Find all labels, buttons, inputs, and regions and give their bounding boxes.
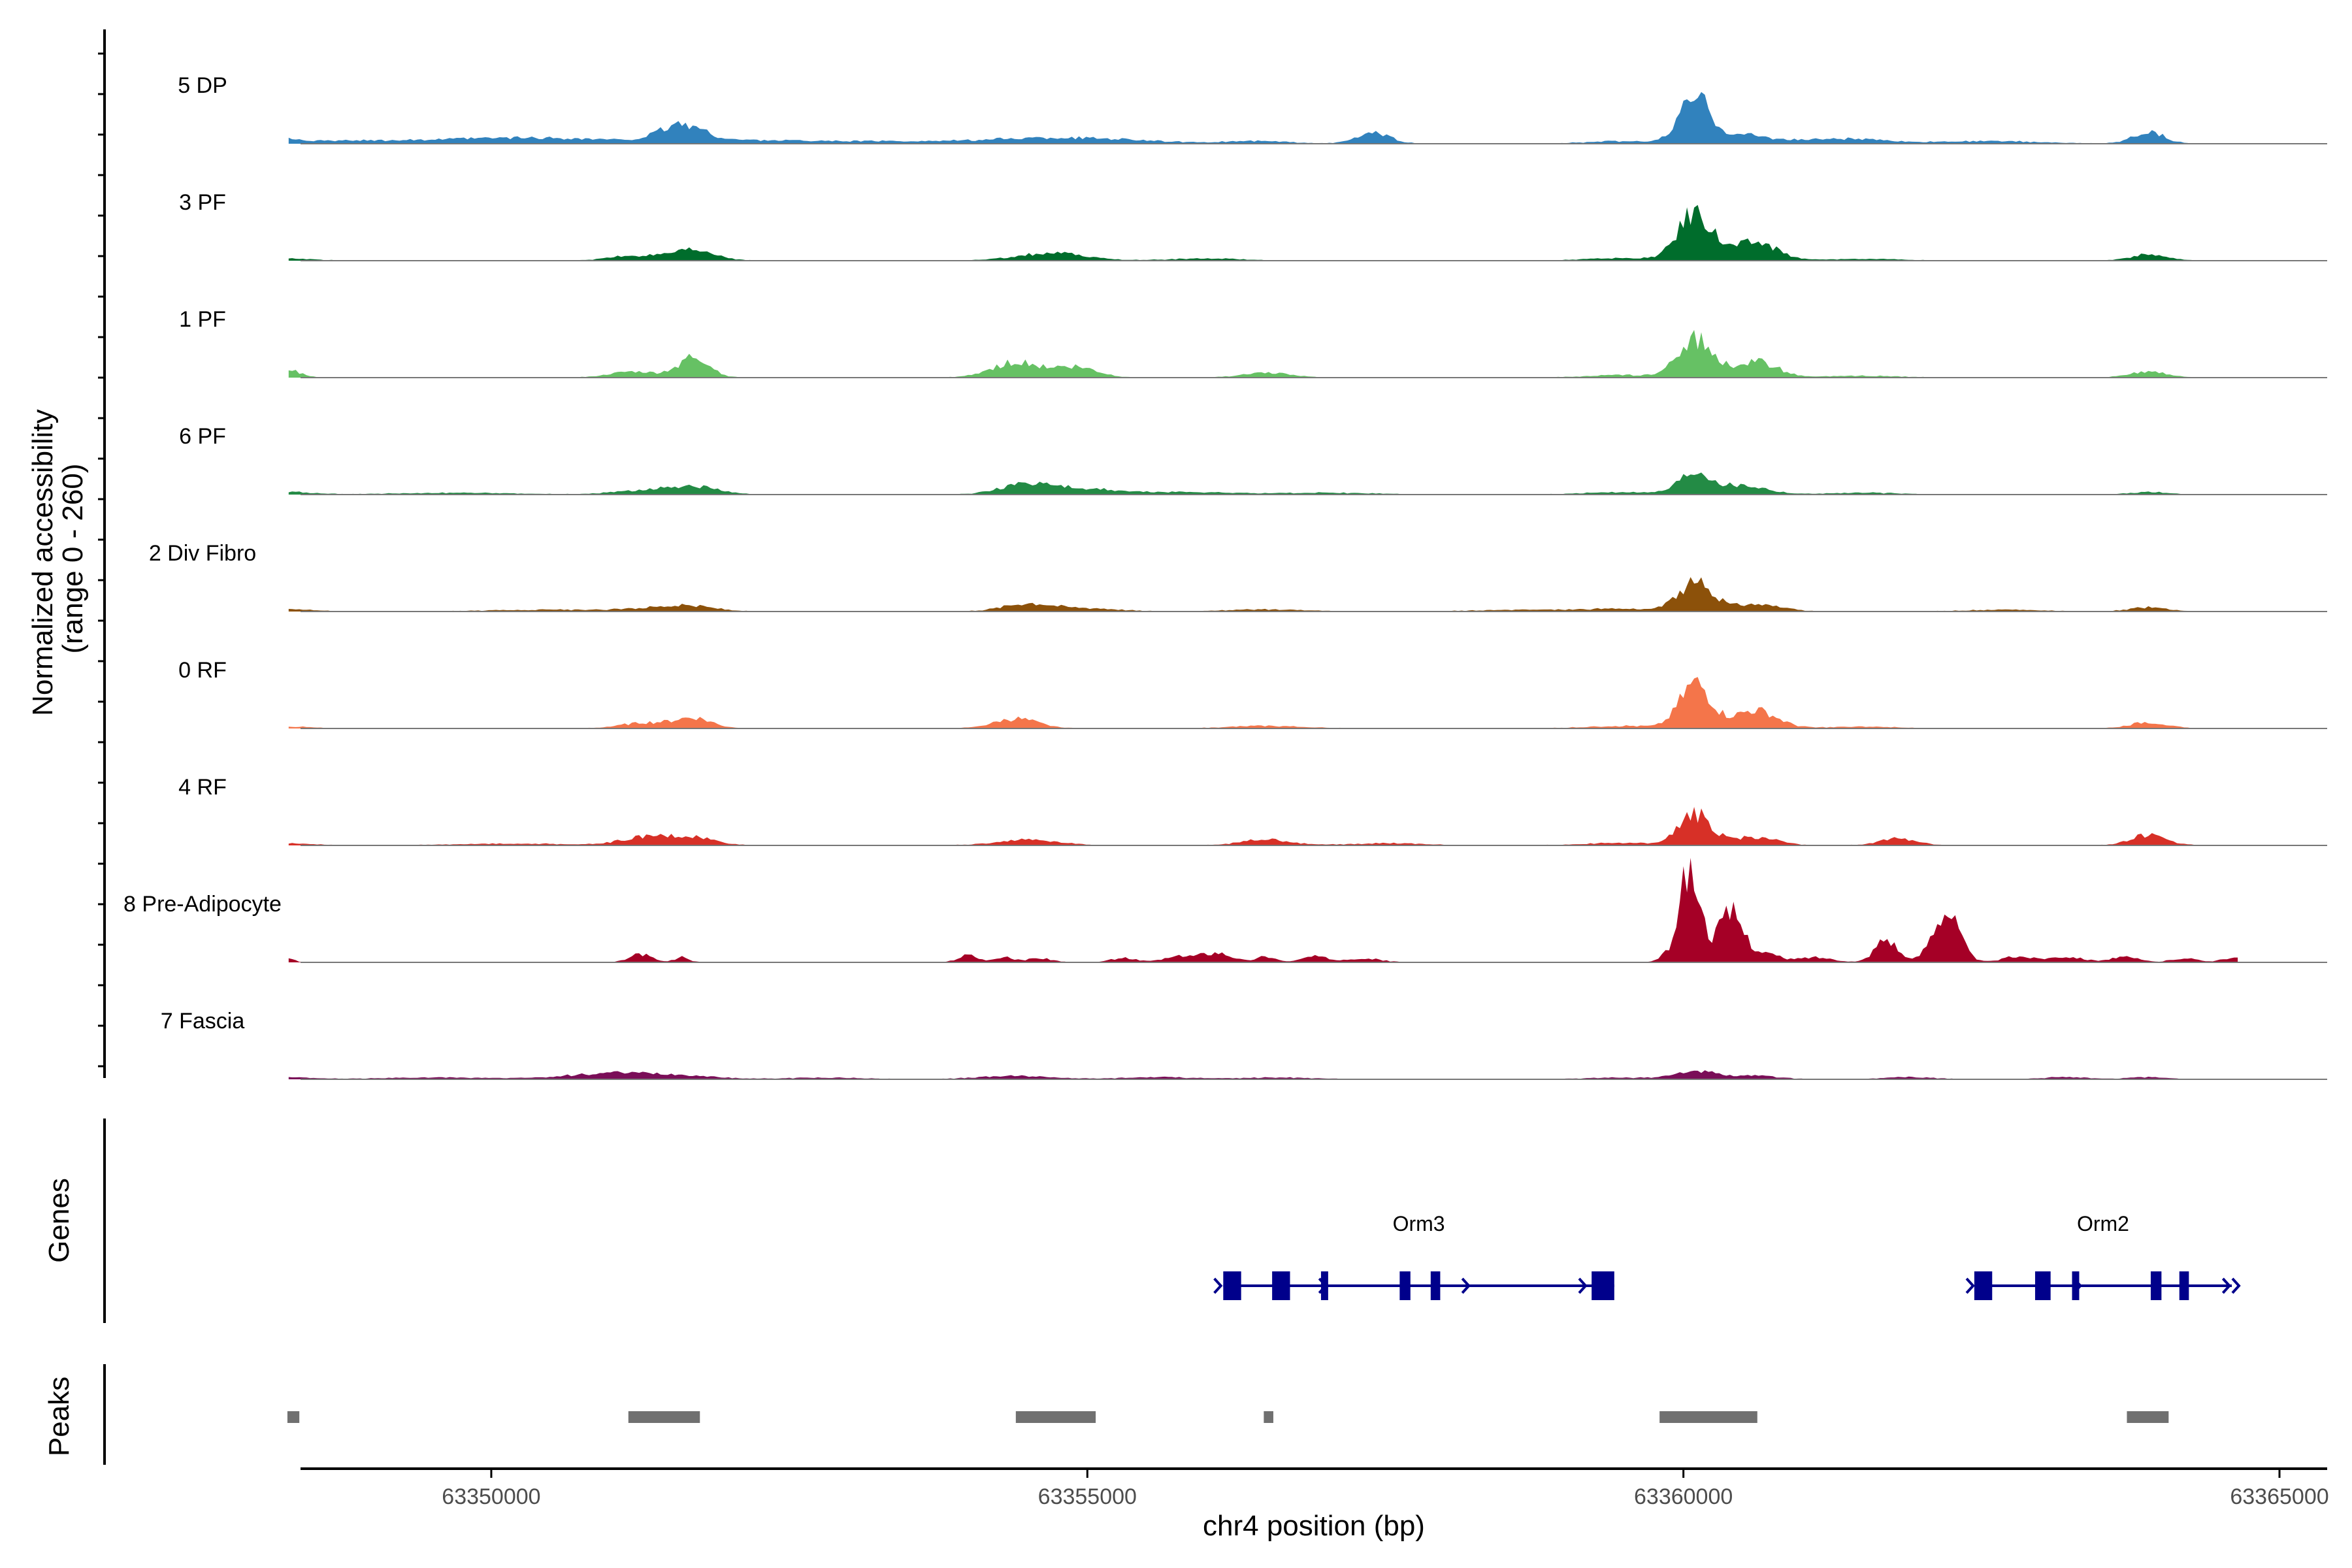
genes-track: Orm3 Orm2 bbox=[1213, 1212, 2241, 1300]
gene-strand-arrow bbox=[2231, 1277, 2241, 1294]
gene-strand-arrow bbox=[2072, 1277, 2082, 1294]
gene-orm2: Orm2 bbox=[1965, 1212, 2241, 1300]
gene-exon bbox=[1592, 1271, 1614, 1300]
gene-exon bbox=[1430, 1271, 1441, 1300]
gene-exon bbox=[2034, 1271, 2051, 1300]
x-axis-ticks: 63350000 63355000 63360000 63365000 bbox=[442, 1469, 2329, 1509]
peak-region bbox=[1015, 1411, 1096, 1423]
track-signal bbox=[288, 472, 2238, 495]
track-label: 8 Pre-Adipocyte bbox=[123, 892, 282, 917]
track-signal bbox=[288, 858, 2238, 962]
x-tick-label: 63365000 bbox=[2230, 1484, 2328, 1509]
track-signal bbox=[288, 204, 2238, 261]
gene-strand-arrow bbox=[1965, 1277, 1975, 1294]
gene-strand-arrow bbox=[1213, 1277, 1223, 1294]
track-signal bbox=[288, 577, 2238, 612]
track-signal bbox=[288, 91, 2238, 144]
track-3: 1 PF bbox=[179, 307, 2327, 378]
peak-region bbox=[287, 1411, 300, 1423]
track-label: 4 RF bbox=[178, 775, 227, 800]
peak-region bbox=[2127, 1411, 2169, 1423]
gene-strand-arrow bbox=[1461, 1277, 1471, 1294]
track-6: 0 RF bbox=[178, 658, 2327, 729]
x-tick-label: 63350000 bbox=[442, 1484, 540, 1509]
track-7: 4 RF bbox=[178, 775, 2327, 846]
gene-label: Orm3 bbox=[1393, 1212, 1445, 1235]
gene-exon bbox=[2179, 1271, 2189, 1300]
gene-exon bbox=[1223, 1271, 1241, 1300]
gene-exon bbox=[2150, 1271, 2162, 1300]
track-signal bbox=[288, 677, 2238, 728]
gene-exon bbox=[2072, 1271, 2080, 1300]
gene-orm3: Orm3 bbox=[1213, 1212, 1614, 1300]
track-8: 8 Pre-Adipocyte bbox=[123, 858, 2327, 963]
track-label: 0 RF bbox=[178, 658, 227, 683]
y-axis-title: Normalized accessibility (range 0 - 260) bbox=[27, 401, 89, 716]
track-signal bbox=[288, 807, 2238, 845]
y-axis-title-line2: (range 0 - 260) bbox=[57, 463, 89, 653]
peak-region bbox=[628, 1411, 700, 1423]
track-label: 7 Fascia bbox=[161, 1009, 245, 1034]
track-9: 7 Fascia bbox=[161, 1009, 2327, 1080]
track-1: 5 DP bbox=[178, 73, 2327, 144]
gene-exon bbox=[1272, 1271, 1290, 1300]
gene-strand-arrow bbox=[1318, 1277, 1328, 1294]
track-2: 3 PF bbox=[179, 190, 2327, 261]
y-axis-title-line1: Normalized accessibility bbox=[27, 409, 59, 715]
gene-exon bbox=[1399, 1271, 1411, 1300]
track-signal bbox=[288, 1070, 2238, 1079]
x-tick-label: 63355000 bbox=[1038, 1484, 1137, 1509]
track-5: 2 Div Fibro bbox=[149, 541, 2327, 612]
track-label: 3 PF bbox=[179, 190, 226, 215]
track-label: 5 DP bbox=[178, 73, 227, 98]
peak-region bbox=[1659, 1411, 1757, 1423]
gene-label: Orm2 bbox=[2077, 1212, 2129, 1235]
genes-side-label: Genes bbox=[43, 1178, 75, 1263]
x-axis-title: chr4 position (bp) bbox=[1203, 1510, 1425, 1542]
peaks-side-label: Peaks bbox=[43, 1377, 75, 1456]
peaks-track bbox=[287, 1411, 2169, 1423]
gene-strand-arrow bbox=[1578, 1277, 1588, 1294]
coverage-tracks: 5 DP 3 PF 1 PF 6 PF 2 Div Fibro 0 RF 4 RF 8 Pre… bbox=[123, 73, 2327, 1080]
track-label: 6 PF bbox=[179, 424, 226, 449]
gene-strand-arrow bbox=[2221, 1277, 2232, 1294]
track-signal bbox=[288, 330, 2238, 378]
track-label: 1 PF bbox=[179, 307, 226, 332]
peak-region bbox=[1264, 1411, 1273, 1423]
track-label: 2 Div Fibro bbox=[149, 541, 256, 566]
y-axis-ticks bbox=[98, 52, 105, 1068]
track-4: 6 PF bbox=[179, 424, 2327, 495]
gene-exon bbox=[1974, 1271, 1993, 1300]
x-tick-label: 63360000 bbox=[1634, 1484, 1733, 1509]
